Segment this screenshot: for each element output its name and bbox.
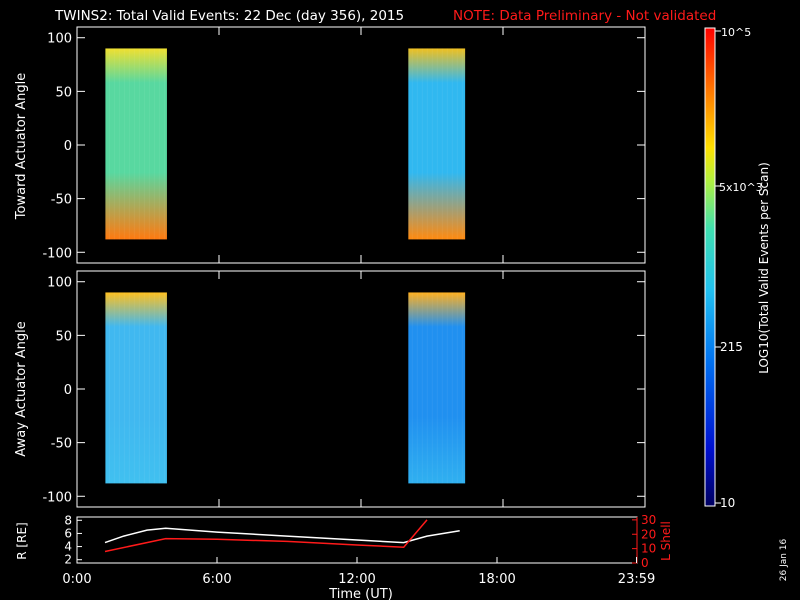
date-stamp: 26 Jan 16 [779,538,789,581]
away-ylabel: Away Actuator Angle [14,321,29,456]
y-tick-label: 0 [64,139,72,154]
ephem-right-label: L Shell [659,521,673,561]
heatmap-block [105,292,167,484]
y-tick-label: -100 [42,246,72,261]
heatmap-block [105,48,167,240]
x-tick-label: 23:59 [618,572,655,587]
x-tick-label: 6:00 [202,572,231,587]
heatmap-block [408,292,466,484]
y-tick-label: 50 [55,329,72,344]
colorbar-tick-min: 10 [720,496,735,510]
lshell-tick-label: 0 [641,556,649,570]
r-series-line [104,527,460,544]
toward-heatmap [105,48,466,240]
toward-axis: 100 50 0 -50 -100 [42,27,646,263]
heatmap-block [408,48,466,240]
y-tick-label: -50 [51,193,72,208]
lshell-tick-label: 20 [641,527,656,541]
lshell-series-line [104,519,428,553]
colorbar-tick-mid-high: 5x10^3 [719,181,763,194]
y-tick-label: -100 [42,490,72,505]
r-tick-label: 2 [64,553,72,567]
r-tick-label: 8 [64,513,72,527]
colorbar-label: LOG10(Total Valid Events per Scan) [757,162,771,374]
lshell-tick-label: 10 [641,542,656,556]
r-tick-label: 4 [64,540,72,554]
y-tick-label: 0 [64,383,72,398]
preliminary-note: NOTE: Data Preliminary - Not validated [453,8,716,24]
r-tick-label: 6 [64,526,72,540]
away-axis: 100 50 0 -50 -100 [42,271,646,507]
colorbar-tick-mid-low: 215 [720,340,743,354]
y-tick-label: 100 [47,32,72,47]
x-tick-label: 18:00 [478,572,515,587]
x-tick-label: 12:00 [338,572,375,587]
chart-title: TWINS2: Total Valid Events: 22 Dec (day … [54,8,404,24]
away-heatmap [105,292,466,484]
y-tick-label: -50 [51,437,72,452]
x-tick-label: 0:00 [62,572,91,587]
colorbar-tick-max: 10^5 [721,26,751,39]
x-axis-title: Time (UT) [328,587,393,600]
y-tick-label: 100 [47,276,72,291]
lshell-tick-label: 30 [641,513,656,527]
ephem-left-label: R [RE] [15,522,29,559]
y-tick-label: 50 [55,85,72,100]
toward-ylabel: Toward Actuator Angle [14,73,29,220]
colorbar [704,27,716,507]
